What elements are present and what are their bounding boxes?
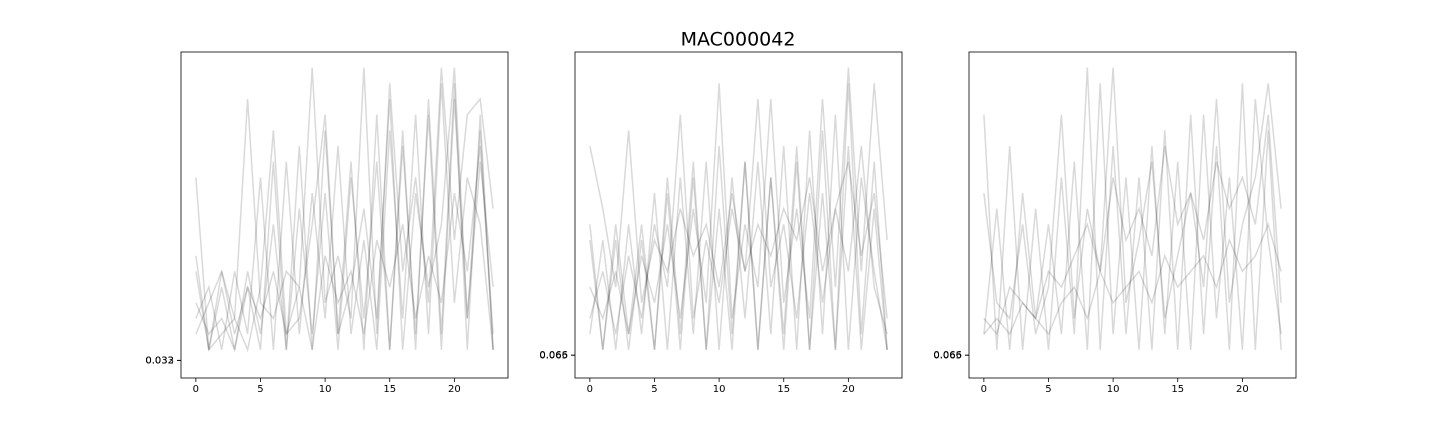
series-line [983, 67, 1282, 335]
x-tick-label: 5 [257, 384, 263, 395]
series-line [589, 114, 888, 350]
figure-title: MAC000042 [681, 29, 796, 51]
series-line [195, 98, 494, 350]
x-tick-label: 5 [651, 384, 657, 395]
y-tick-label: 0.066 [539, 350, 568, 361]
x-tick-label: 0 [587, 384, 593, 395]
x-tick-label: 20 [842, 384, 855, 395]
series-line [589, 67, 888, 335]
x-tick-label: 15 [383, 384, 396, 395]
x-tick-label: 10 [1107, 384, 1120, 395]
y-tick-label: 0.065 [539, 350, 568, 361]
series-line [589, 145, 888, 350]
y-tick-label: 0.066 [933, 350, 962, 361]
y-tick-label: 0.065 [933, 350, 962, 361]
y-tick-label: 0.032 [145, 355, 174, 366]
series-line [983, 67, 1282, 350]
x-tick-label: 0 [981, 384, 987, 395]
x-tick-label: 15 [1171, 384, 1184, 395]
series-line [589, 98, 888, 335]
plot-frame [968, 51, 1297, 379]
series-line [983, 83, 1282, 350]
series-line [983, 114, 1282, 336]
x-tick-label: 10 [713, 384, 726, 395]
x-tick-label: 20 [448, 384, 461, 395]
series-line [195, 83, 494, 350]
x-tick-label: 15 [777, 384, 790, 395]
series-line [195, 67, 494, 353]
series-line [589, 83, 888, 350]
plot-frame [180, 51, 509, 379]
x-tick-label: 20 [1236, 384, 1249, 395]
x-tick-label: 10 [319, 384, 332, 395]
x-tick-label: 0 [193, 384, 199, 395]
x-tick-label: 5 [1045, 384, 1051, 395]
series-line [195, 67, 494, 352]
series-line [589, 130, 888, 319]
series-line [195, 83, 494, 350]
plot-frame [574, 51, 903, 379]
series-line [983, 222, 1282, 336]
series-line [195, 145, 494, 353]
y-tick-label: 0.033 [145, 355, 174, 366]
